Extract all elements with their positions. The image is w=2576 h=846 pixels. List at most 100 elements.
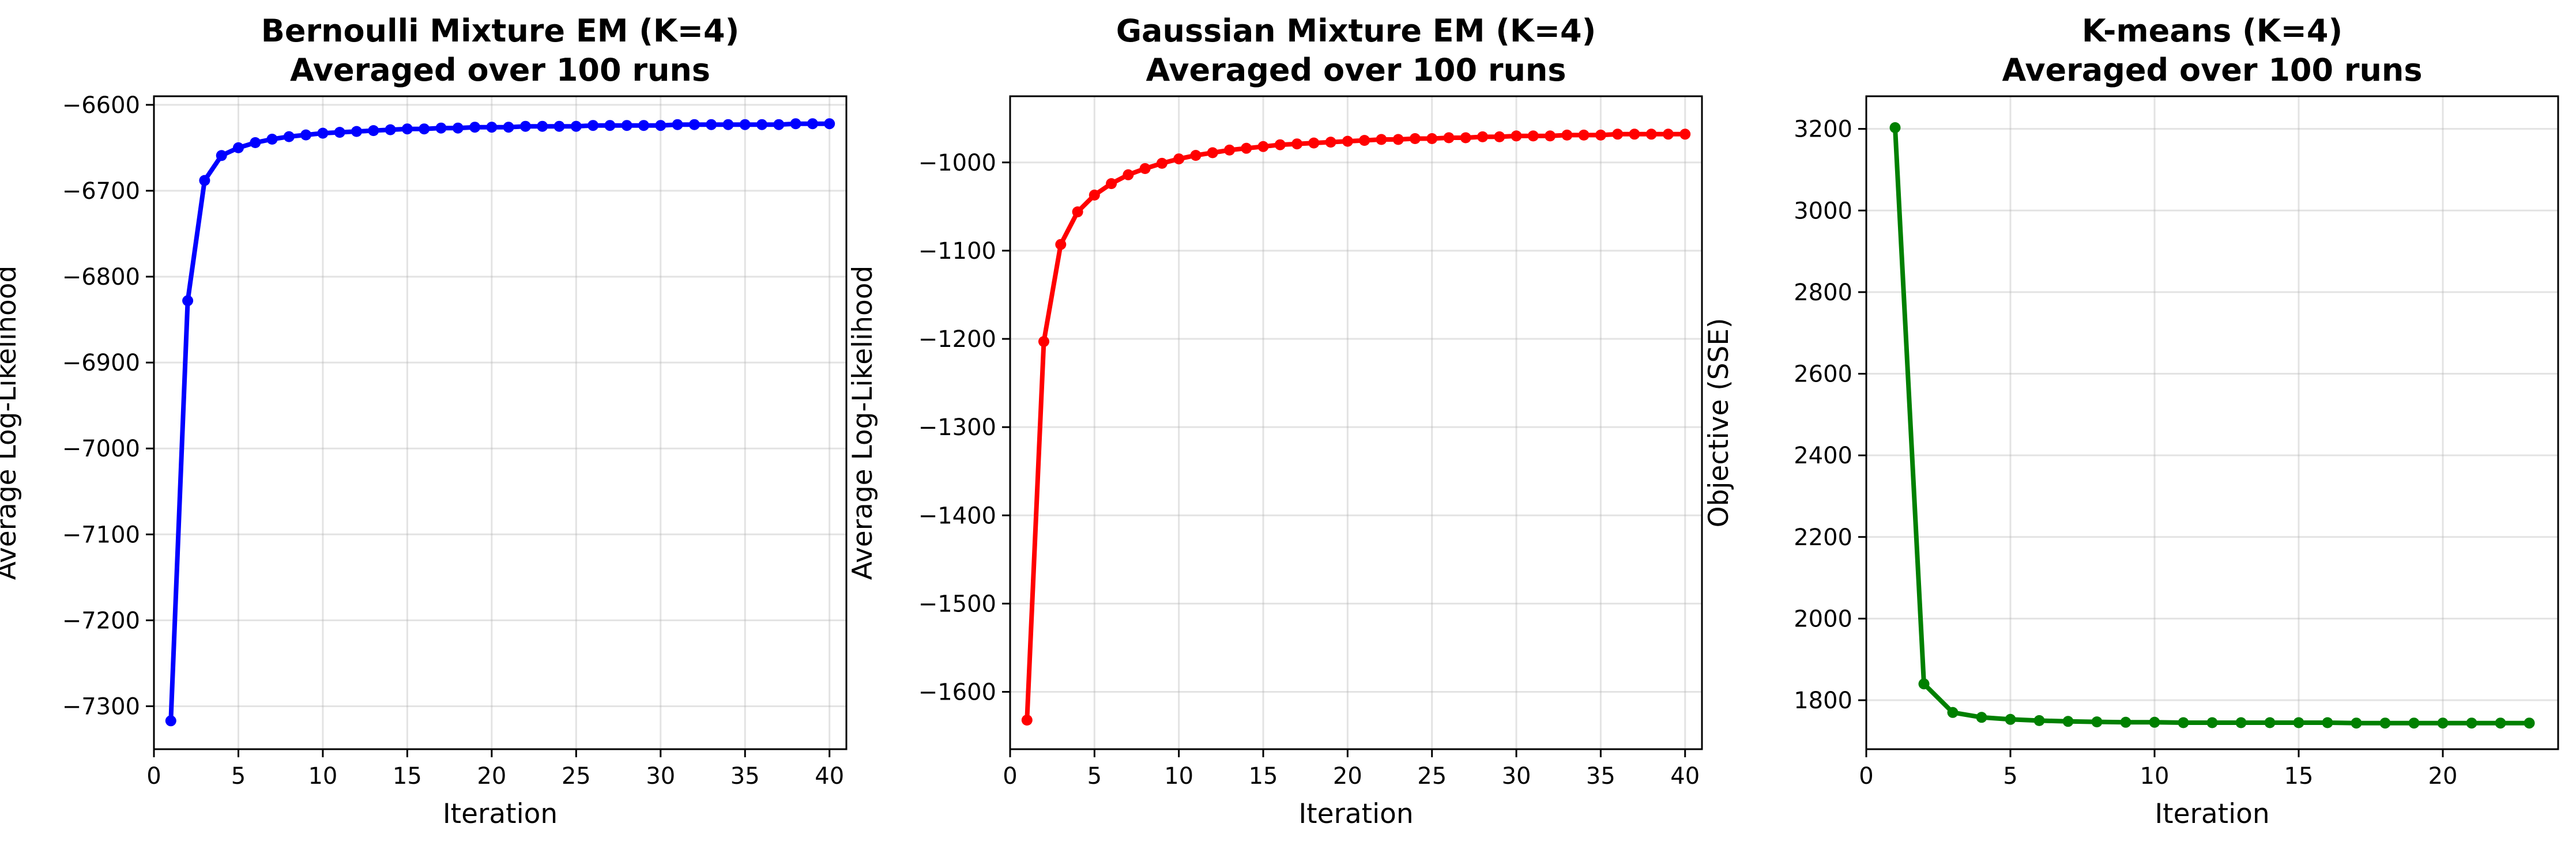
data-point xyxy=(1918,678,1930,690)
y-tick-label: 2800 xyxy=(1794,280,1852,306)
data-point xyxy=(1947,707,1959,718)
data-point xyxy=(1173,153,1185,165)
x-axis-label: Iteration xyxy=(443,798,558,830)
data-point xyxy=(165,715,176,727)
data-point xyxy=(1545,130,1556,142)
data-point xyxy=(2120,716,2131,728)
y-tick-label: −7200 xyxy=(62,607,140,634)
x-tick-label: 10 xyxy=(308,763,337,790)
data-point xyxy=(722,119,734,130)
chart-subtitle: Averaged over 100 runs xyxy=(2002,52,2422,88)
data-point xyxy=(334,127,345,138)
data-point xyxy=(452,122,464,134)
data-point xyxy=(570,120,582,132)
data-point xyxy=(2149,716,2160,728)
y-tick-label: 2200 xyxy=(1794,524,1852,551)
data-point xyxy=(1139,163,1151,174)
data-point xyxy=(807,118,818,130)
data-point xyxy=(655,120,666,131)
data-point xyxy=(1679,129,1691,140)
x-tick-label: 40 xyxy=(1670,763,1700,790)
data-point xyxy=(300,129,312,141)
chart-subtitle: Averaged over 100 runs xyxy=(290,52,710,88)
y-tick-label: −1200 xyxy=(918,326,996,353)
x-tick-label: 20 xyxy=(1333,763,1362,790)
data-point xyxy=(1308,137,1320,149)
data-point xyxy=(1156,157,1168,169)
x-tick-label: 0 xyxy=(1859,763,1873,790)
data-point xyxy=(1106,178,1117,190)
y-tick-label: −1000 xyxy=(918,150,996,176)
x-tick-label: 0 xyxy=(146,763,161,790)
x-tick-label: 35 xyxy=(1586,763,1615,790)
data-point xyxy=(1612,129,1624,140)
data-point xyxy=(1055,239,1067,250)
data-point xyxy=(385,124,396,135)
plot-frame xyxy=(1009,95,1703,750)
data-point xyxy=(2033,715,2045,726)
plot-frame xyxy=(1865,95,2559,750)
data-point xyxy=(2062,716,2074,727)
chart-title: Bernoulli Mixture EM (K=4) xyxy=(261,13,740,49)
series-line xyxy=(1893,127,2529,726)
y-tick-label: 3200 xyxy=(1794,116,1852,143)
x-tick-label: 15 xyxy=(1249,763,1278,790)
data-point xyxy=(2005,713,2016,725)
y-tick-label: −7100 xyxy=(62,522,140,548)
data-point xyxy=(2466,717,2477,729)
y-axis-label: Average Log-Likelihood xyxy=(0,266,22,580)
data-point xyxy=(1976,712,1987,723)
y-tick-label: −1300 xyxy=(918,414,996,441)
data-point xyxy=(1645,129,1657,140)
data-point xyxy=(773,119,785,130)
data-point xyxy=(2091,716,2103,728)
data-point xyxy=(2235,717,2247,728)
y-tick-label: −1400 xyxy=(918,503,996,529)
data-point xyxy=(519,120,531,132)
chart-panel-3: 0 5 10 15 20 1800 2000 2200 2400 2600 2800 3000 3200… xyxy=(1703,13,2559,830)
data-point xyxy=(621,120,632,131)
y-tick-label: −7000 xyxy=(62,436,140,462)
x-tick-label: 10 xyxy=(1164,763,1193,790)
data-point xyxy=(1257,141,1269,152)
x-tick-label: 15 xyxy=(2284,763,2314,790)
data-point xyxy=(1663,129,1674,140)
data-point xyxy=(1342,135,1353,147)
data-point xyxy=(182,295,194,307)
y-tick-label: 3000 xyxy=(1794,198,1852,224)
data-point xyxy=(1561,129,1573,141)
data-point xyxy=(790,118,801,130)
data-point xyxy=(1207,147,1218,158)
data-point xyxy=(486,122,498,133)
data-point xyxy=(2264,717,2276,728)
data-point xyxy=(401,123,413,135)
x-tick-label: 35 xyxy=(730,763,760,790)
chart-title: K-means (K=4) xyxy=(2082,13,2342,49)
data-point xyxy=(250,137,261,148)
data-point xyxy=(1629,129,1640,140)
y-tick-label: −6900 xyxy=(62,350,140,376)
data-point xyxy=(1089,190,1100,201)
data-point xyxy=(503,122,514,133)
chart-subtitle: Averaged over 100 runs xyxy=(1146,52,1566,88)
data-point xyxy=(2524,717,2535,729)
data-point xyxy=(756,119,767,130)
data-point xyxy=(638,120,649,131)
data-point xyxy=(368,125,379,137)
data-point xyxy=(2379,717,2391,729)
data-point xyxy=(824,118,835,130)
x-tick-label: 5 xyxy=(2003,763,2017,790)
y-tick-label: 1800 xyxy=(1794,688,1852,714)
data-point xyxy=(1359,135,1370,146)
x-axis-label: Iteration xyxy=(1298,798,1413,830)
data-point xyxy=(2293,717,2304,728)
data-point xyxy=(435,122,447,134)
data-point xyxy=(1072,206,1083,218)
data-point xyxy=(1527,130,1539,142)
data-point xyxy=(1409,133,1421,144)
data-point xyxy=(1274,139,1286,150)
data-point xyxy=(199,175,210,186)
chart-panel-2: 0 5 10 15 20 25 30 35 40 −1600 −1500 −1400 −1300 −120… xyxy=(847,13,1703,830)
data-point xyxy=(469,122,481,133)
